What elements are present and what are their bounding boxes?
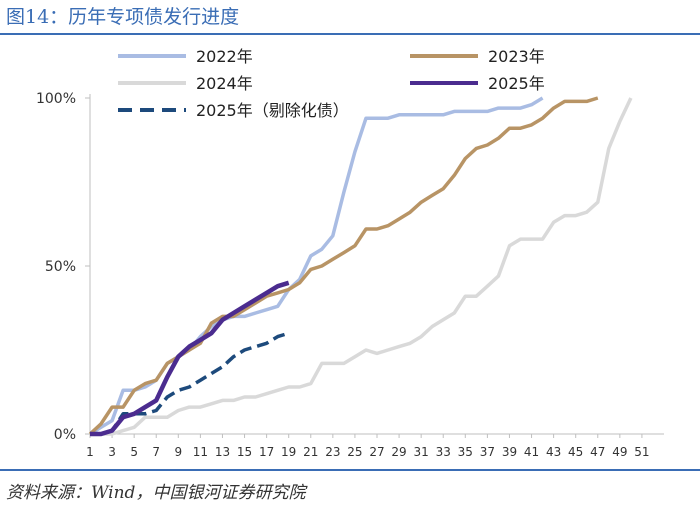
x-tick-label: 41: [524, 445, 539, 459]
x-tick-label: 15: [237, 445, 252, 459]
x-tick-label: 25: [347, 445, 362, 459]
x-tick-label: 21: [303, 445, 318, 459]
x-tick-label: 33: [436, 445, 451, 459]
line-chart: 0%50%100%1 3 5 7 9 11 13 15 17 19 21 23 25 27 29 31 33 35…: [36, 47, 664, 459]
x-tick-label: 11: [193, 445, 208, 459]
x-tick-label: 29: [391, 445, 406, 459]
legend-label: 2022年: [196, 47, 253, 66]
x-tick-label: 3: [108, 445, 116, 459]
x-tick-label: 9: [174, 445, 182, 459]
x-tick-label: 51: [634, 445, 649, 459]
chart-series: [88, 96, 633, 437]
legend-label: 2023年: [488, 47, 545, 66]
x-tick-label: 23: [325, 445, 340, 459]
chart-title: 图14：历年专项债发行进度: [6, 6, 240, 28]
x-tick-label: 31: [414, 445, 429, 459]
x-tick-label: 19: [281, 445, 296, 459]
x-tick-label: 13: [215, 445, 230, 459]
x-tick-label: 1: [86, 445, 94, 459]
series-line-3: [90, 97, 633, 436]
y-tick-label: 50%: [45, 259, 76, 275]
x-tick-label: 27: [369, 445, 384, 459]
legend-label: 2024年: [196, 74, 253, 93]
x-tick-label: 5: [130, 445, 138, 459]
x-tick-label: 47: [590, 445, 605, 459]
x-tick-label: 49: [612, 445, 627, 459]
chart-axes: 0%50%100%1 3 5 7 9 11 13 15 17 19 21 23 25 27 29 31 33 35…: [36, 91, 664, 459]
footer-divider: [0, 469, 700, 471]
y-tick-label: 0%: [54, 427, 76, 443]
source-note: 资料来源：Wind，中国银河证券研究院: [6, 483, 306, 503]
series-line-5: [90, 331, 290, 436]
x-tick-label: 43: [546, 445, 561, 459]
x-tick-label: 45: [568, 445, 583, 459]
x-tick-label: 35: [458, 445, 473, 459]
x-tick-label: 37: [480, 445, 495, 459]
title-divider: [0, 33, 700, 35]
x-tick-label: 39: [502, 445, 517, 459]
chart-legend: 2022年 2023年 2024年 2025年 2025年（剔除化债）: [118, 47, 545, 120]
legend-label: 2025年: [488, 74, 545, 93]
series-line-4: [90, 280, 290, 437]
legend-label: 2025年（剔除化债）: [196, 101, 349, 120]
y-tick-label: 100%: [36, 91, 76, 107]
x-tick-label: 7: [152, 445, 160, 459]
x-tick-label: 17: [259, 445, 274, 459]
